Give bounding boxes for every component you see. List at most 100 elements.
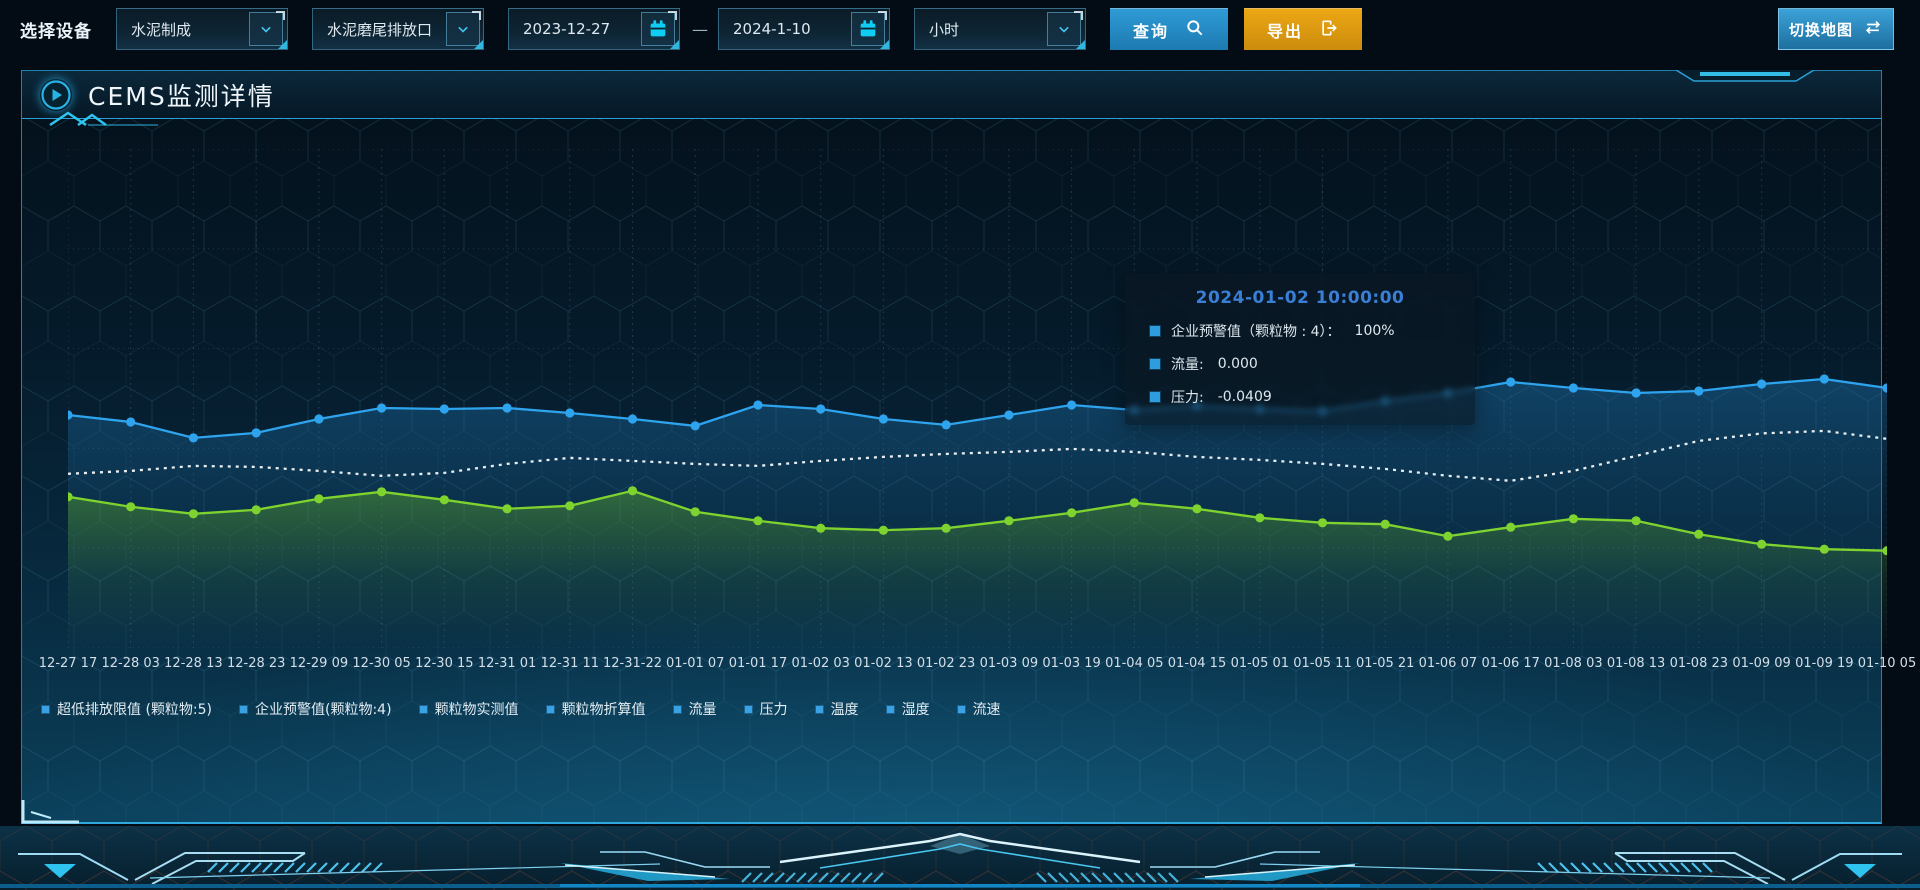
legend-label: 超低排放限值 (颗粒物:5) [57, 702, 212, 718]
series-green-point[interactable] [1317, 518, 1328, 528]
series-green-point[interactable] [1757, 539, 1767, 549]
series-green-point[interactable] [1255, 513, 1265, 523]
legend-label: 颗粒物实测值 [434, 702, 519, 718]
series-blue-point[interactable] [941, 420, 951, 430]
series-green-point[interactable] [1004, 516, 1014, 526]
chart-legend: 超低排放限值 (颗粒物:5) 企业预警值(颗粒物:4) 颗粒物实测值 颗粒物折算值 流量… [41, 699, 1001, 719]
legend-item[interactable]: 流速 [956, 699, 1001, 719]
series-blue-point[interactable] [1067, 400, 1077, 410]
series-green-point[interactable] [1819, 544, 1829, 554]
legend-item[interactable]: 流量 [672, 699, 717, 719]
series-green-point[interactable] [878, 525, 889, 535]
series-blue-point[interactable] [1506, 377, 1516, 387]
query-button[interactable]: 查询 [1110, 8, 1228, 50]
series-blue-point[interactable] [314, 414, 324, 424]
series-blue-point[interactable] [126, 417, 136, 427]
tooltip-item: 流量: 0.000 [1149, 354, 1451, 374]
series-blue-point[interactable] [816, 404, 826, 414]
series-green-point[interactable] [502, 504, 512, 514]
header-zigzag-decoration [49, 111, 158, 127]
legend-marker-icon [41, 704, 50, 714]
series-blue-point[interactable] [439, 404, 449, 414]
series-green-point[interactable] [314, 494, 324, 504]
series-blue-point[interactable] [1631, 388, 1641, 398]
legend-item[interactable]: 温度 [814, 699, 859, 719]
legend-marker-icon [545, 704, 555, 714]
legend-marker-icon [418, 704, 428, 714]
tooltip-item-label: 企业预警值（颗粒物 : 4）： [1171, 324, 1341, 340]
legend-item[interactable]: 湿度 [885, 699, 930, 719]
end-date-picker[interactable]: 2024-1-10 [718, 8, 890, 50]
series-green-point[interactable] [753, 516, 763, 526]
x-axis-label: 01-09 19 [1795, 656, 1854, 671]
series-green-point[interactable] [1568, 514, 1578, 524]
series-green-point[interactable] [188, 509, 198, 519]
series-green-point[interactable] [1192, 504, 1202, 514]
series-green-point[interactable] [251, 505, 261, 515]
x-axis-label: 01-01 17 [728, 656, 788, 671]
interval-select[interactable]: 小时 [914, 8, 1086, 50]
series-blue-point[interactable] [251, 428, 261, 438]
tooltip-item-value: 100% [1354, 323, 1395, 339]
series-green-point[interactable] [1443, 531, 1453, 541]
start-date-picker[interactable]: 2023-12-27 [508, 8, 680, 50]
chevron-down-icon[interactable] [1047, 12, 1081, 46]
series-blue-point[interactable] [1004, 410, 1014, 420]
chart-canvas[interactable] [63, 148, 1892, 649]
chevron-down-icon[interactable] [249, 12, 283, 46]
series-green-point[interactable] [1506, 522, 1516, 532]
tooltip-item-label: 流量: [1171, 357, 1204, 373]
series-blue-point[interactable] [565, 408, 575, 418]
tooltip-item-value: 0.000 [1217, 356, 1258, 372]
series-green-point[interactable] [439, 495, 449, 505]
series-green-point[interactable] [941, 523, 951, 533]
series-blue-point[interactable] [690, 421, 700, 431]
device-select-label: 选择设备 [20, 21, 92, 42]
series-blue-point[interactable] [377, 403, 387, 413]
series-blue-point[interactable] [188, 433, 198, 443]
series-green-point[interactable] [1631, 516, 1641, 526]
footer-decoration [0, 826, 1920, 890]
line-chart[interactable] [63, 148, 1892, 649]
export-button[interactable]: 导出 [1244, 8, 1362, 50]
series-green-point[interactable] [126, 502, 136, 512]
series-blue-point[interactable] [1694, 386, 1704, 396]
series-green-point[interactable] [1380, 519, 1390, 529]
legend-item[interactable]: 企业预警值(颗粒物:4) [239, 699, 392, 719]
series-green-point[interactable] [1067, 508, 1077, 518]
series-green-point[interactable] [690, 507, 700, 517]
calendar-icon[interactable] [641, 12, 675, 46]
series-blue-point[interactable] [627, 414, 638, 424]
legend-label: 压力 [759, 702, 788, 718]
legend-item[interactable]: 颗粒物实测值 [418, 699, 519, 719]
play-icon[interactable] [40, 79, 72, 111]
x-axis-labels: 12-27 17 12-28 03 12-28 13 12-28 23 12-29 09… [39, 656, 1916, 674]
series-blue-point[interactable] [1757, 379, 1767, 389]
calendar-icon[interactable] [851, 12, 885, 46]
series-blue-point[interactable] [1819, 374, 1829, 384]
tooltip-item-value: -0.0409 [1217, 389, 1272, 405]
series-green-area [68, 490, 1887, 648]
device-category-select[interactable]: 水泥制成 [116, 8, 288, 50]
x-axis-label: 01-03 19 [1042, 656, 1101, 671]
series-green-point[interactable] [1694, 529, 1704, 539]
chevron-down-icon[interactable] [446, 12, 481, 46]
switch-map-button[interactable]: 切换地图 [1778, 8, 1894, 50]
device-outlet-select[interactable]: 水泥磨尾排放口 [312, 8, 484, 50]
series-blue-point[interactable] [1568, 383, 1578, 393]
x-axis-label: 01-09 09 [1732, 656, 1791, 671]
series-blue-point[interactable] [502, 403, 512, 413]
series-green-point[interactable] [1129, 498, 1139, 508]
tooltip-item-marker [1149, 358, 1161, 370]
legend-item[interactable]: 压力 [743, 699, 788, 719]
legend-item[interactable]: 超低排放限值 (颗粒物:5) [41, 699, 212, 719]
series-blue-point[interactable] [753, 400, 763, 410]
series-green-point[interactable] [816, 523, 826, 533]
series-blue-point[interactable] [878, 414, 889, 424]
series-green-point[interactable] [627, 486, 638, 496]
x-axis-label: 12-31 11 [540, 656, 600, 671]
series-green-point[interactable] [377, 487, 387, 497]
series-green-point[interactable] [565, 501, 575, 511]
legend-item[interactable]: 颗粒物折算值 [545, 699, 646, 719]
date-range-separator: — [692, 19, 708, 39]
